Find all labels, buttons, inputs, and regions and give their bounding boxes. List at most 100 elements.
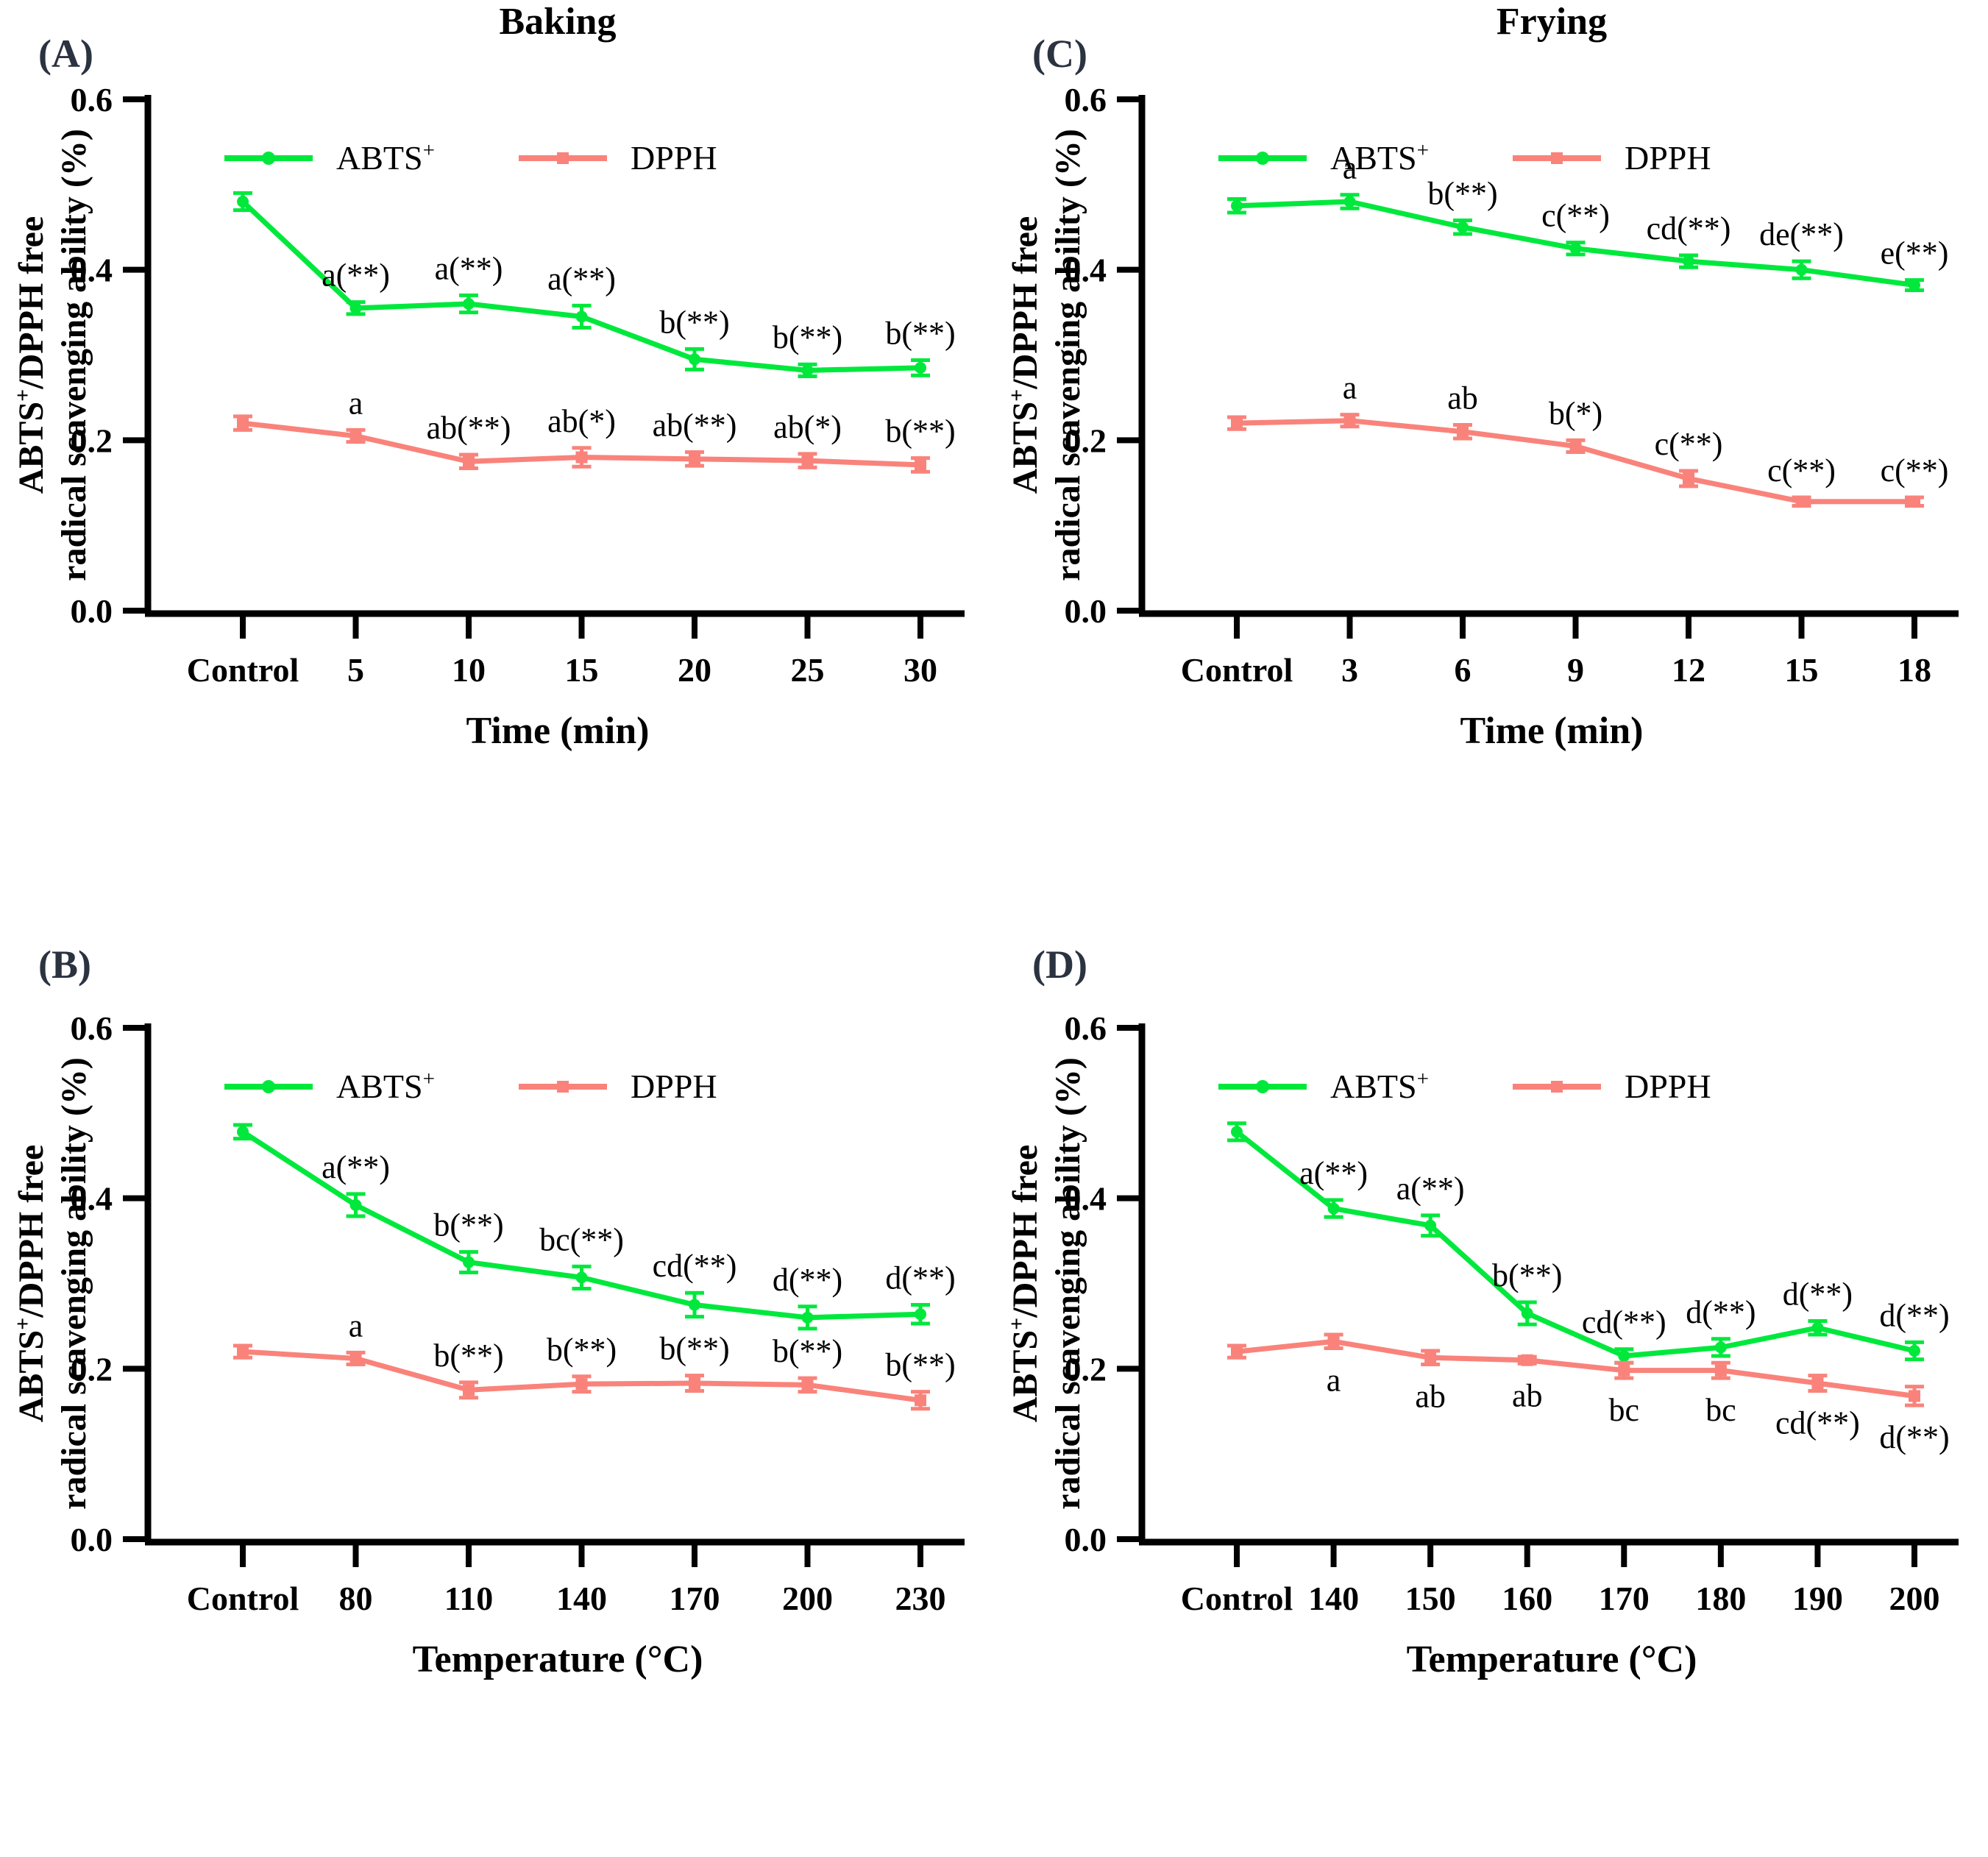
- svg-text:b(**): b(**): [885, 1347, 955, 1383]
- svg-text:190: 190: [1792, 1580, 1843, 1617]
- svg-text:d(**): d(**): [773, 1262, 842, 1298]
- svg-text:150: 150: [1405, 1580, 1456, 1617]
- svg-text:0.2: 0.2: [71, 422, 113, 459]
- svg-text:a(**): a(**): [1396, 1171, 1465, 1207]
- svg-text:b(**): b(**): [659, 1331, 729, 1367]
- svg-text:b(**): b(**): [659, 304, 729, 340]
- svg-text:cd(**): cd(**): [1775, 1405, 1860, 1441]
- svg-text:0.0: 0.0: [71, 1521, 113, 1558]
- svg-text:b(**): b(**): [1492, 1257, 1562, 1293]
- svg-text:e(**): e(**): [1881, 235, 1949, 271]
- svg-text:0.0: 0.0: [1065, 592, 1107, 630]
- svg-text:a: a: [1343, 150, 1357, 186]
- svg-text:DPPH: DPPH: [1625, 1068, 1711, 1105]
- svg-text:ABTS+/DPPH free: ABTS+/DPPH free: [1005, 216, 1045, 494]
- svg-text:110: 110: [444, 1580, 493, 1617]
- svg-text:a: a: [1343, 370, 1357, 406]
- svg-text:0.0: 0.0: [71, 592, 113, 630]
- svg-text:170: 170: [670, 1580, 720, 1617]
- svg-text:0.2: 0.2: [71, 1350, 113, 1388]
- svg-text:DPPH: DPPH: [631, 1068, 717, 1105]
- svg-text:20: 20: [678, 651, 711, 689]
- svg-text:Control: Control: [187, 651, 299, 689]
- svg-text:0.6: 0.6: [71, 81, 113, 118]
- svg-text:Time (min): Time (min): [1460, 710, 1644, 752]
- svg-text:0.6: 0.6: [1065, 81, 1107, 118]
- svg-text:bc: bc: [1609, 1392, 1640, 1428]
- baking-temperature-line-chart: 0.0 0.2 0.4 0.6 Control 80 110 140 170 200 230 Temp…: [11, 1009, 965, 1680]
- svg-text:ABTS+/DPPH free: ABTS+/DPPH free: [11, 1145, 51, 1423]
- svg-text:cd(**): cd(**): [653, 1248, 737, 1284]
- svg-text:a: a: [349, 385, 363, 421]
- svg-text:d(**): d(**): [1879, 1419, 1949, 1455]
- svg-text:DPPH: DPPH: [631, 139, 717, 177]
- svg-text:Control: Control: [1181, 1580, 1293, 1617]
- svg-text:Temperature (°C): Temperature (°C): [1407, 1638, 1697, 1680]
- svg-text:170: 170: [1599, 1580, 1650, 1617]
- svg-text:80: 80: [339, 1580, 373, 1617]
- svg-text:DPPH: DPPH: [1625, 139, 1711, 177]
- svg-text:b(**): b(**): [773, 1333, 842, 1369]
- panel-c-frying-time: (C) Frying 0.0 0.2 0.4 0.6 Control 3 6 9 12 15 18 T…: [994, 0, 1988, 928]
- svg-text:ab: ab: [1415, 1379, 1446, 1415]
- svg-text:ABTS+: ABTS+: [336, 1067, 435, 1105]
- svg-text:b(**): b(**): [773, 319, 842, 355]
- svg-text:12: 12: [1672, 651, 1705, 689]
- svg-text:a: a: [349, 1307, 363, 1343]
- panel-label-b: (B): [38, 942, 91, 987]
- svg-text:18: 18: [1898, 651, 1931, 689]
- panel-label-a: (A): [38, 32, 93, 76]
- svg-text:b(**): b(**): [1427, 175, 1497, 211]
- svg-text:a(**): a(**): [322, 1149, 390, 1185]
- svg-text:0.4: 0.4: [1065, 1180, 1107, 1218]
- svg-text:cd(**): cd(**): [1582, 1304, 1666, 1341]
- svg-text:6: 6: [1455, 651, 1472, 689]
- svg-text:b(**): b(**): [433, 1207, 503, 1243]
- svg-text:0.4: 0.4: [71, 252, 113, 289]
- svg-text:a(**): a(**): [322, 258, 390, 294]
- svg-text:25: 25: [791, 651, 825, 689]
- panel-title-baking: Baking: [499, 1, 617, 43]
- panel-d-frying-temperature: (D) 0.0 0.2 0.4 0.6 Control 140 150 160 170 180 19…: [994, 928, 1988, 1857]
- svg-text:0.6: 0.6: [1065, 1009, 1107, 1047]
- panel-label-c: (C): [1032, 32, 1087, 76]
- svg-text:radical scavenging ability (%): radical scavenging ability (%): [1048, 129, 1087, 581]
- svg-text:Control: Control: [187, 1580, 299, 1617]
- svg-text:ab(**): ab(**): [653, 408, 737, 444]
- svg-text:d(**): d(**): [1783, 1276, 1853, 1312]
- svg-text:ABTS+: ABTS+: [336, 138, 435, 177]
- svg-text:230: 230: [895, 1580, 946, 1617]
- svg-text:Temperature (°C): Temperature (°C): [413, 1638, 703, 1680]
- panel-b-baking-temperature: (B) 0.0 0.2 0.4 0.6 Control 80 110 140 170 200 230…: [0, 928, 994, 1857]
- svg-text:b(*): b(*): [1549, 395, 1602, 431]
- svg-text:a: a: [1327, 1363, 1341, 1399]
- svg-text:200: 200: [1889, 1580, 1940, 1617]
- svg-text:10: 10: [452, 651, 486, 689]
- svg-text:Control: Control: [1181, 651, 1293, 689]
- panel-a-baking-time: (A) Baking 0.0 0.2 0.4 0.6 Control 5 10 15 20 25 3…: [0, 0, 994, 928]
- svg-text:radical scavenging ability (%): radical scavenging ability (%): [54, 1057, 93, 1510]
- svg-text:b(**): b(**): [885, 413, 955, 450]
- svg-text:200: 200: [782, 1580, 833, 1617]
- panel-title-frying: Frying: [1496, 1, 1608, 43]
- svg-text:c(**): c(**): [1881, 452, 1949, 489]
- panel-label-d: (D): [1032, 942, 1087, 987]
- svg-text:b(**): b(**): [433, 1338, 503, 1374]
- svg-text:d(**): d(**): [885, 1260, 955, 1296]
- svg-text:ABTS+/DPPH free: ABTS+/DPPH free: [1005, 1145, 1045, 1423]
- svg-text:0.2: 0.2: [1065, 422, 1107, 459]
- baking-time-line-chart: 0.0 0.2 0.4 0.6 Control 5 10 15 20 25 30 Time (min)…: [11, 81, 965, 752]
- svg-text:ab: ab: [1447, 380, 1478, 416]
- svg-text:d(**): d(**): [1686, 1294, 1756, 1330]
- svg-text:180: 180: [1695, 1580, 1746, 1617]
- svg-text:ab(*): ab(*): [773, 409, 842, 445]
- svg-text:ab: ab: [1512, 1377, 1543, 1413]
- svg-text:160: 160: [1502, 1580, 1552, 1617]
- svg-text:c(**): c(**): [1541, 198, 1610, 234]
- svg-text:b(**): b(**): [547, 1332, 617, 1368]
- svg-text:15: 15: [565, 651, 599, 689]
- svg-text:ab(*): ab(*): [547, 403, 616, 439]
- svg-text:0.0: 0.0: [1065, 1521, 1107, 1558]
- svg-text:a(**): a(**): [435, 250, 503, 286]
